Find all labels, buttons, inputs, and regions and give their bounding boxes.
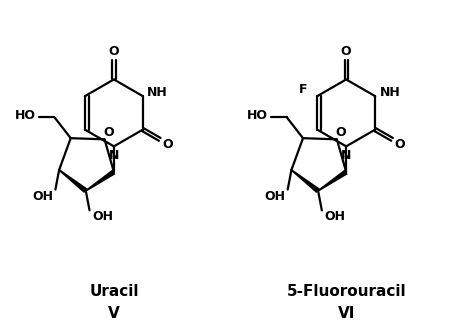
Text: O: O: [335, 126, 346, 139]
Text: Uracil: Uracil: [89, 284, 138, 299]
Polygon shape: [318, 170, 348, 192]
Text: N: N: [341, 149, 351, 162]
Text: NH: NH: [147, 86, 168, 99]
Text: NH: NH: [380, 86, 401, 99]
Text: OH: OH: [92, 210, 113, 223]
Text: VI: VI: [337, 306, 355, 321]
Polygon shape: [85, 170, 116, 192]
Text: V: V: [108, 306, 120, 321]
Polygon shape: [59, 169, 88, 193]
Polygon shape: [291, 169, 320, 193]
Text: N: N: [109, 149, 119, 162]
Text: OH: OH: [324, 210, 346, 223]
Text: F: F: [299, 83, 307, 96]
Text: OH: OH: [264, 190, 285, 202]
Text: 5-Fluorouracil: 5-Fluorouracil: [286, 284, 406, 299]
Text: O: O: [163, 137, 173, 151]
Text: O: O: [341, 45, 352, 58]
Text: O: O: [109, 45, 119, 58]
Text: O: O: [395, 137, 405, 151]
Text: O: O: [103, 126, 114, 139]
Text: HO: HO: [15, 109, 36, 122]
Text: OH: OH: [32, 190, 53, 202]
Text: HO: HO: [247, 109, 268, 122]
